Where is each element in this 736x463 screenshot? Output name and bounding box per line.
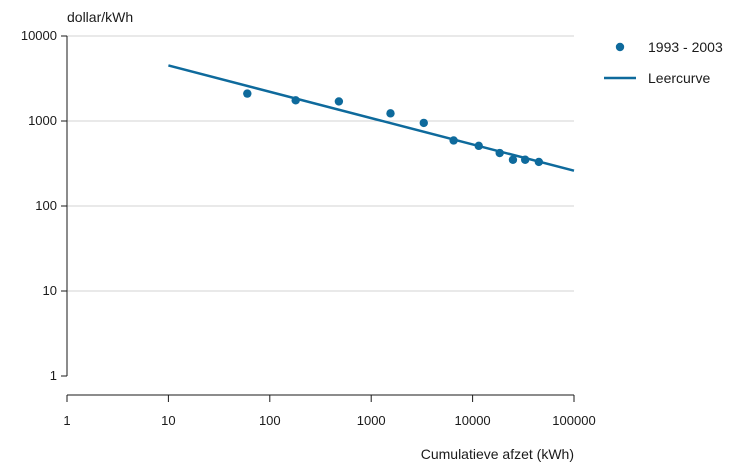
- data-point: [419, 118, 428, 128]
- y-tick-label: 10000: [21, 28, 57, 43]
- y-axis-ticks: 1 10 100 1000 10000: [21, 28, 67, 383]
- y-tick-label: 1: [50, 368, 57, 383]
- plot-area: [168, 64, 575, 172]
- grid: [67, 35, 574, 292]
- y-tick-label: 100: [35, 198, 57, 213]
- data-point: [495, 148, 504, 158]
- x-tick-label: 1: [63, 413, 70, 428]
- legend-label-scatter: 1993 - 2003: [648, 39, 723, 55]
- x-axis-title: Cumulatieve afzet (kWh): [421, 446, 574, 462]
- y-tick-label: 10: [43, 283, 57, 298]
- x-tick-label: 10000: [455, 413, 491, 428]
- data-point: [534, 157, 544, 167]
- axes: [66, 36, 574, 396]
- data-point: [449, 136, 458, 145]
- legend-label-line: Leercurve: [648, 70, 710, 86]
- series-line-leercurve: [168, 64, 575, 172]
- y-axis-title: dollar/kWh: [67, 9, 133, 25]
- x-tick-label: 1000: [357, 413, 386, 428]
- data-point: [291, 96, 300, 105]
- y-tick-label: 1000: [28, 113, 57, 128]
- data-point: [508, 155, 518, 164]
- x-tick-label: 10: [161, 413, 175, 428]
- x-tick-label: 100000: [552, 413, 595, 428]
- legend-marker-scatter: [615, 42, 625, 52]
- data-point: [520, 155, 530, 164]
- x-tick-label: 100: [259, 413, 281, 428]
- data-point: [334, 97, 344, 106]
- x-axis-ticks: 1 10 100 1000 10000 100000: [63, 395, 596, 428]
- data-point: [243, 89, 252, 98]
- data-point: [386, 109, 395, 118]
- legend: 1993 - 2003 Leercurve: [604, 39, 723, 86]
- data-point: [474, 141, 483, 151]
